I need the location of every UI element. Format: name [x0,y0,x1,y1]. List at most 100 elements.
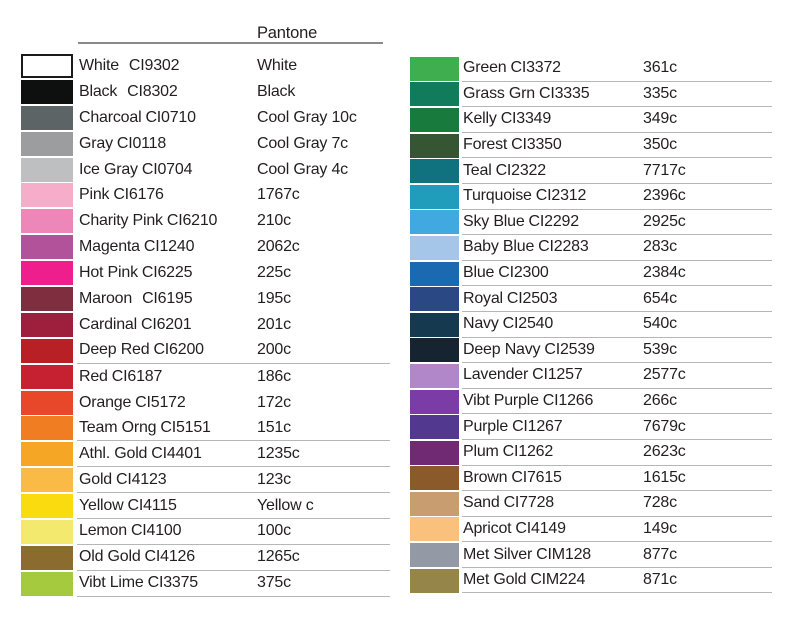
color-swatch [21,416,73,441]
color-swatch [410,56,459,81]
row-content: Met Gold CIM224 871c [462,568,772,594]
table-row: Gold CI4123 123c [21,467,390,494]
color-name-label: White CI9302 [79,56,180,74]
row-content: Green CI3372 361c [462,56,772,82]
color-swatch [410,210,459,235]
color-swatch [21,286,73,311]
color-name-label: Teal CI2322 [463,161,546,179]
row-content: Pink CI6176 1767c [77,182,390,208]
pantone-value: 335c [643,84,677,102]
row-content: Brown CI7615 1615c [462,466,772,492]
color-name-label: Athl. Gold CI4401 [79,444,202,462]
color-name-label: Yellow CI4115 [79,496,177,514]
color-swatch [21,442,73,467]
color-swatch [410,107,459,132]
color-name-label: Magenta CI1240 [79,238,195,256]
pantone-column-header: Pantone [257,24,318,42]
pantone-value: 149c [643,519,677,537]
table-row: Yellow CI4115 Yellow c [21,493,390,520]
color-name-label: Gold CI4123 [79,470,167,488]
pantone-value: 172c [257,393,291,411]
row-content: Lemon CI4100 100c [77,519,390,545]
color-swatch [21,494,73,519]
table-row: Sand CI7728 728c [410,491,772,517]
color-name-label: Vibt Purple CI1266 [463,392,594,410]
color-name-label: Grass Grn CI3335 [463,84,590,102]
color-name-label: Red CI6187 [79,367,163,385]
color-name-label: Green CI3372 [463,59,561,77]
color-swatch [410,287,459,312]
pantone-value: 349c [643,110,677,128]
color-swatch [21,390,73,415]
row-content: Orange CI5172 172c [77,390,390,416]
pantone-value: Cool Gray 10c [257,108,357,126]
pantone-value: 361c [643,59,677,77]
color-swatch [410,184,459,209]
table-row: Forest CI3350 350c [410,133,772,159]
table-row: Ice Gray CI0704 Cool Gray 4c [21,157,390,183]
color-name-label: Vibt Lime CI3375 [79,574,199,592]
row-content: Forest CI3350 350c [462,133,772,159]
pantone-value: Cool Gray 7c [257,134,348,152]
pantone-value: 195c [257,289,291,307]
table-row: Pink CI6176 1767c [21,182,390,208]
color-swatch [410,312,459,337]
pantone-value: 283c [643,238,677,256]
row-content: Kelly CI3349 349c [462,107,772,133]
color-swatch [410,389,459,414]
color-name-label: Plum CI1262 [463,443,554,461]
color-swatch [21,468,73,493]
pantone-value: 2062c [257,238,300,256]
color-name-label: Turquoise CI2312 [463,187,587,205]
table-row: Hot Pink CI6225 225c [21,260,390,286]
row-content: Navy CI2540 540c [462,312,772,338]
color-swatch [21,79,73,104]
color-name-label: Lemon CI4100 [79,522,182,540]
color-column-right: Green CI3372 361c Grass Grn CI3335 335c Ke… [410,56,772,594]
pantone-value: 186c [257,367,291,385]
color-name-label: Apricot CI4149 [463,519,566,537]
table-row: Plum CI1262 2623c [410,440,772,466]
color-column-left: White CI9302 White Black CI8302 Black Char… [21,53,390,597]
row-content: Sand CI7728 728c [462,491,772,517]
color-name-label: Hot Pink CI6225 [79,264,193,282]
color-swatch [21,157,73,182]
color-swatch [21,235,73,260]
color-name-label: Forest CI3350 [463,136,562,154]
color-swatch [21,545,73,570]
color-name-label: Cardinal CI6201 [79,315,192,333]
pantone-value: 7679c [643,417,686,435]
row-content: Vibt Lime CI3375 375c [77,571,390,597]
color-swatch [21,131,73,156]
table-row: Charity Pink CI6210 210c [21,208,390,234]
color-swatch [21,338,73,363]
table-row: Maroon CI6195 195c [21,286,390,312]
row-content: Baby Blue CI2283 283c [462,235,772,261]
pantone-value: 877c [643,545,677,563]
color-name-label: Kelly CI3349 [463,110,552,128]
row-content: Gray CI0118 Cool Gray 7c [77,131,390,157]
table-row: Cardinal CI6201 201c [21,312,390,338]
row-content: Vibt Purple CI1266 266c [462,389,772,415]
color-swatch [21,105,73,130]
color-name-label: Purple CI1267 [463,417,563,435]
pantone-value: 7717c [643,161,686,179]
table-row: Kelly CI3349 349c [410,107,772,133]
pantone-value: 728c [643,494,677,512]
row-content: Team Orng CI5151 151c [77,415,390,442]
color-swatch [410,415,459,440]
row-content: Grass Grn CI3335 335c [462,82,772,108]
color-swatch [21,53,73,78]
row-content: Blue CI2300 2384c [462,261,772,287]
row-content: Purple CI1267 7679c [462,414,772,440]
color-swatch [410,491,459,516]
pantone-value: 123c [257,470,291,488]
table-row: Met Gold CIM224 871c [410,568,772,594]
color-name-label: Deep Red CI6200 [79,341,204,359]
row-content: Royal CI2503 654c [462,286,772,312]
row-content: Charcoal CI0710 Cool Gray 10c [77,105,390,131]
row-content: Charity Pink CI6210 210c [77,208,390,234]
color-name-label: Brown CI7615 [463,468,562,486]
color-name-label: Met Gold CIM224 [463,571,586,589]
table-row: Vibt Purple CI1266 266c [410,389,772,415]
